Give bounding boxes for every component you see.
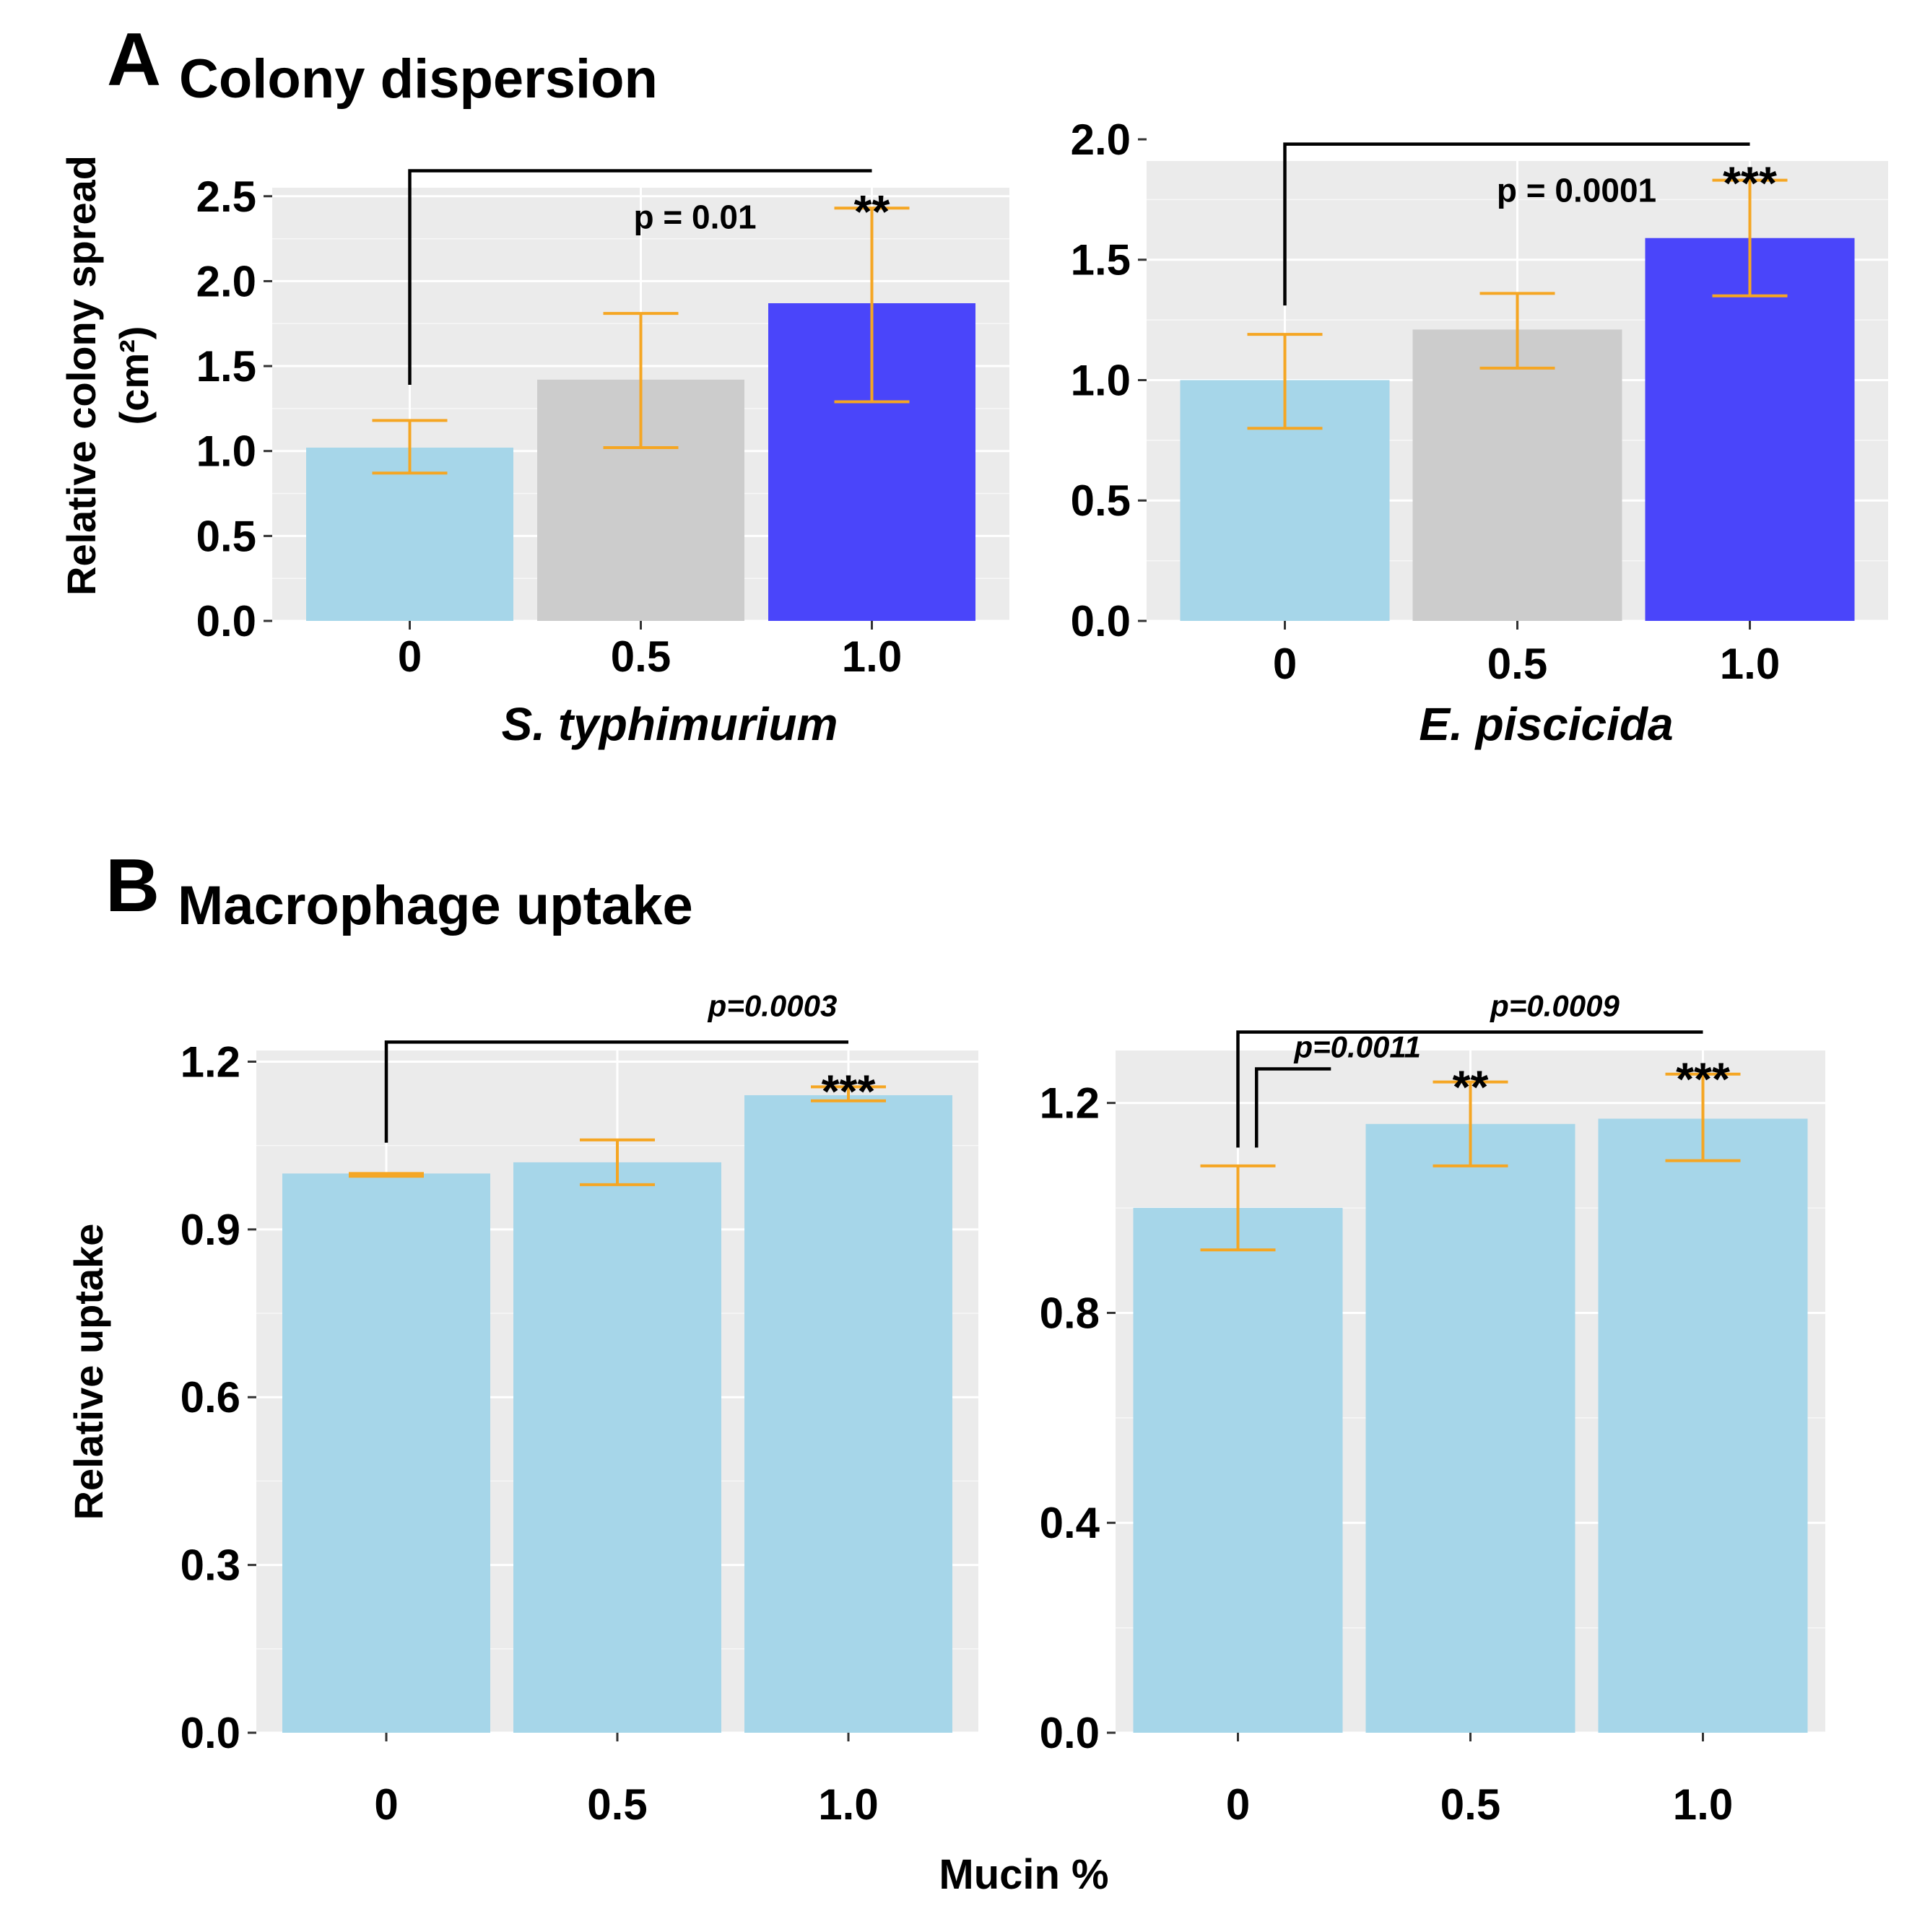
p-value-label: p = 0.0001 <box>1497 172 1656 209</box>
x-axis-title: S. typhimurium <box>502 698 838 750</box>
chart-colony-piscicida: 0.0 0.5 1.0 1.5 2.0 0 0.5 1.0 p = 0.0001 *** E. pi… <box>1071 116 1888 750</box>
significance-bracket <box>408 169 872 385</box>
panel-b-y-axis-title: Relative uptake <box>66 1224 111 1520</box>
x-tick-label: 1.0 <box>818 1780 878 1829</box>
y-tick-label: 0.5 <box>1071 477 1131 525</box>
significance-stars: ** <box>854 186 890 238</box>
p-value-label: p=0.0009 <box>1490 989 1620 1023</box>
y-tick-label: 0.0 <box>181 1709 240 1757</box>
common-x-axis-title: Mucin % <box>939 1851 1108 1898</box>
x-tick-label: 0.5 <box>587 1780 647 1829</box>
y-tick-label: 0.0 <box>1071 597 1131 645</box>
chart-uptake-right: 0.0 0.4 0.8 1.2 0 0.5 1.0 p=0.0009 *** p=0.0011 ** <box>1040 989 1825 1829</box>
bar <box>282 1173 490 1733</box>
x-tick-label: 0 <box>398 632 422 681</box>
y-tick-label: 1.0 <box>1071 356 1131 404</box>
y-tick-label: 0.0 <box>196 597 256 645</box>
bar <box>513 1162 721 1733</box>
y-tick-label: 0.3 <box>181 1541 240 1590</box>
y-tick-label: 1.0 <box>196 427 256 476</box>
x-tick-label: 0 <box>374 1780 398 1829</box>
panel-b-letter: B <box>105 844 160 928</box>
p-value-label: p=0.0011 <box>1293 1030 1421 1063</box>
y-tick-label: 1.5 <box>196 342 256 391</box>
significance-stars: ** <box>1453 1061 1489 1113</box>
significance-stars: *** <box>822 1066 876 1118</box>
y-tick-label: 0.5 <box>196 512 256 560</box>
x-tick-label: 1.0 <box>842 632 902 681</box>
y-tick-label: 1.2 <box>1040 1079 1100 1128</box>
significance-bracket <box>1283 142 1750 306</box>
x-tick-label: 0 <box>1273 640 1297 688</box>
significance-stars: *** <box>1723 157 1777 209</box>
bar <box>1598 1118 1808 1733</box>
bar <box>744 1095 952 1733</box>
y-tick-label: 0.8 <box>1040 1289 1100 1337</box>
x-tick-label: 0.5 <box>611 632 671 681</box>
chart-colony-typhimurium: 0.0 0.5 1.0 1.5 2.0 2.5 0 0.5 1.0 p = 0.01 ** S. ty… <box>196 169 1009 750</box>
y-tick-label: 1.2 <box>181 1037 240 1086</box>
y-tick-label: 0.4 <box>1040 1499 1100 1547</box>
significance-bracket <box>384 1040 848 1143</box>
y-tick-label: 2.0 <box>1071 116 1131 164</box>
significance-bracket <box>1236 1030 1703 1148</box>
panel-a-y-axis-unit: (cm²) <box>111 326 157 425</box>
significance-stars: *** <box>1676 1053 1730 1105</box>
bar <box>1645 238 1855 621</box>
y-tick-label: 0.6 <box>181 1373 240 1422</box>
chart-uptake-left: 0.0 0.3 0.6 0.9 1.2 0 0.5 1.0 p=0.0003 *** <box>181 988 978 1829</box>
x-tick-label: 1.0 <box>1673 1780 1733 1829</box>
panel-a-y-axis-title: Relative colony spread <box>58 155 104 596</box>
p-value-label: p = 0.01 <box>633 198 756 235</box>
panel-a-title: Colony dispersion <box>179 48 658 110</box>
x-tick-label: 1.0 <box>1720 640 1780 688</box>
x-tick-label: 0.5 <box>1487 640 1547 688</box>
significance-bracket <box>1255 1067 1331 1148</box>
y-tick-label: 1.5 <box>1071 236 1131 284</box>
y-tick-label: 0.9 <box>181 1206 240 1254</box>
panel-b-title: Macrophage uptake <box>178 875 693 936</box>
bar <box>306 448 513 621</box>
y-tick-label: 0.0 <box>1040 1709 1100 1757</box>
x-tick-label: 0 <box>1226 1780 1250 1829</box>
y-tick-label: 2.0 <box>196 257 256 305</box>
x-axis-title: E. piscicida <box>1419 698 1673 750</box>
bar <box>1365 1123 1575 1733</box>
bar <box>1133 1208 1343 1733</box>
y-tick-label: 2.5 <box>196 173 256 221</box>
x-tick-label: 0.5 <box>1440 1780 1500 1829</box>
bar <box>1412 329 1622 621</box>
panel-a-letter: A <box>107 18 161 102</box>
p-value-label: p=0.0003 <box>708 988 838 1022</box>
